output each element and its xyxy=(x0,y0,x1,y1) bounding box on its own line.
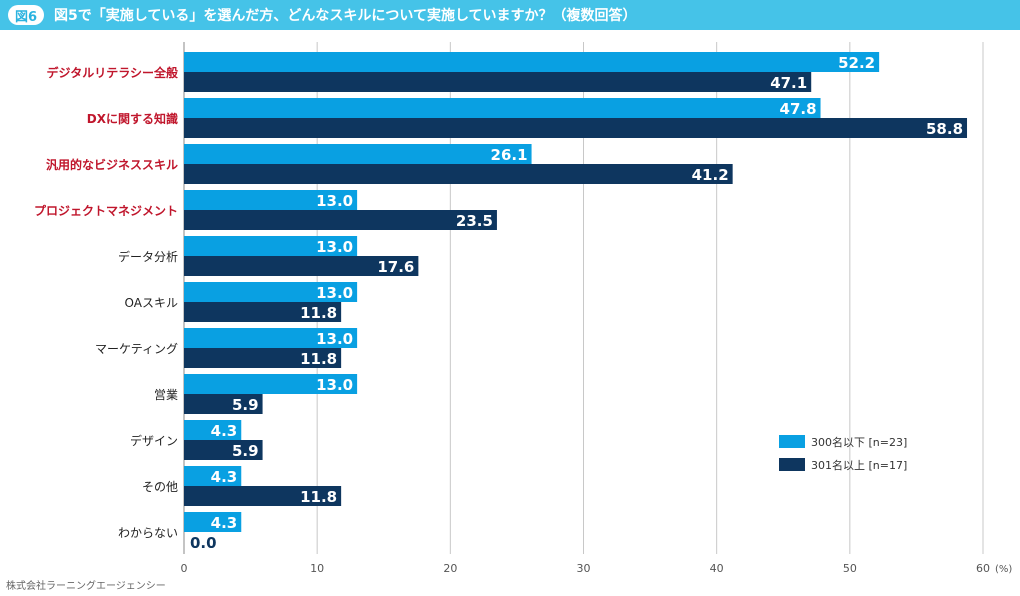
category-label: OAスキル xyxy=(125,296,178,310)
data-label: 11.8 xyxy=(300,350,337,368)
data-label: 52.2 xyxy=(838,54,875,72)
bar-series1 xyxy=(184,420,242,440)
x-tick-label: 50 xyxy=(843,562,857,575)
bar-series2 xyxy=(184,486,342,506)
x-tick-label: 40 xyxy=(710,562,724,575)
data-label: 13.0 xyxy=(316,192,353,210)
data-label: 5.9 xyxy=(232,442,259,460)
data-label: 58.8 xyxy=(926,120,963,138)
bar-series2 xyxy=(184,210,497,230)
category-label: 営業 xyxy=(154,388,178,402)
data-label: 13.0 xyxy=(316,376,353,394)
data-label: 17.6 xyxy=(377,258,414,276)
data-label: 4.3 xyxy=(211,468,238,486)
bar-series2 xyxy=(184,164,733,184)
data-label: 23.5 xyxy=(456,212,493,230)
category-label: デジタルリテラシー全般 xyxy=(46,65,178,80)
bar-series1 xyxy=(184,52,880,72)
category-label: わからない xyxy=(118,526,178,540)
x-tick-label: 30 xyxy=(577,562,591,575)
data-label: 41.2 xyxy=(692,166,729,184)
legend-entry: 300名以下 [n=23] xyxy=(811,435,907,449)
bar-series1 xyxy=(184,466,242,486)
x-axis-unit: (%) xyxy=(995,564,1012,575)
data-label: 13.0 xyxy=(316,284,353,302)
bar-series2 xyxy=(184,72,812,92)
category-label: その他 xyxy=(142,480,178,494)
bar-series2 xyxy=(184,118,968,138)
data-label: 13.0 xyxy=(316,238,353,256)
bar-series1 xyxy=(184,190,358,210)
legend-swatch xyxy=(779,435,805,448)
data-label: 0.0 xyxy=(190,534,217,552)
legend-entry: 301名以上 [n=17] xyxy=(811,458,907,472)
category-label: マーケティング xyxy=(95,342,178,356)
data-label: 47.1 xyxy=(770,74,807,92)
data-label: 26.1 xyxy=(491,146,528,164)
source-credit: 株式会社ラーニングエージェンシー xyxy=(6,581,166,592)
bar-series1 xyxy=(184,236,358,256)
data-label: 4.3 xyxy=(211,514,238,532)
bar-series2 xyxy=(184,256,419,276)
chart-header: 図6 図5で「実施している」を選んだ方、どんなスキルについて実施していますか？（… xyxy=(0,0,1020,30)
bar-series2 xyxy=(184,440,263,460)
data-label: 11.8 xyxy=(300,488,337,506)
data-label: 11.8 xyxy=(300,304,337,322)
bar-series1 xyxy=(184,98,821,118)
legend-swatch xyxy=(779,458,805,471)
category-label: DXに関する知識 xyxy=(87,111,178,126)
category-label: プロジェクトマネジメント xyxy=(34,203,178,218)
chart-title: 図5で「実施している」を選んだ方、どんなスキルについて実施していますか？（複数回… xyxy=(54,8,637,24)
data-label: 4.3 xyxy=(211,422,238,440)
data-label: 5.9 xyxy=(232,396,259,414)
category-label: データ分析 xyxy=(118,249,178,264)
bar-series1 xyxy=(184,144,532,164)
bar-series1 xyxy=(184,282,358,302)
x-tick-label: 0 xyxy=(181,562,188,575)
x-tick-label: 10 xyxy=(310,562,324,575)
bar-series2 xyxy=(184,302,342,322)
bar-series1 xyxy=(184,374,358,394)
bar-series1 xyxy=(184,512,242,532)
bar-series2 xyxy=(184,394,263,414)
bar-series1 xyxy=(184,328,358,348)
bar-series2 xyxy=(184,348,342,368)
data-label: 13.0 xyxy=(316,330,353,348)
x-tick-label: 60 xyxy=(976,562,990,575)
category-label: 汎用的なビジネススキル xyxy=(46,157,178,172)
category-label: デザイン xyxy=(130,433,178,448)
data-label: 47.8 xyxy=(780,100,817,118)
figure-number-badge: 図6 xyxy=(8,5,45,25)
x-tick-label: 20 xyxy=(443,562,457,575)
bar-chart: 0 10 20 30 40 50 60 (%) デジタルリテラシー全般 52.2 47.1 DXに関す… xyxy=(34,42,1012,575)
